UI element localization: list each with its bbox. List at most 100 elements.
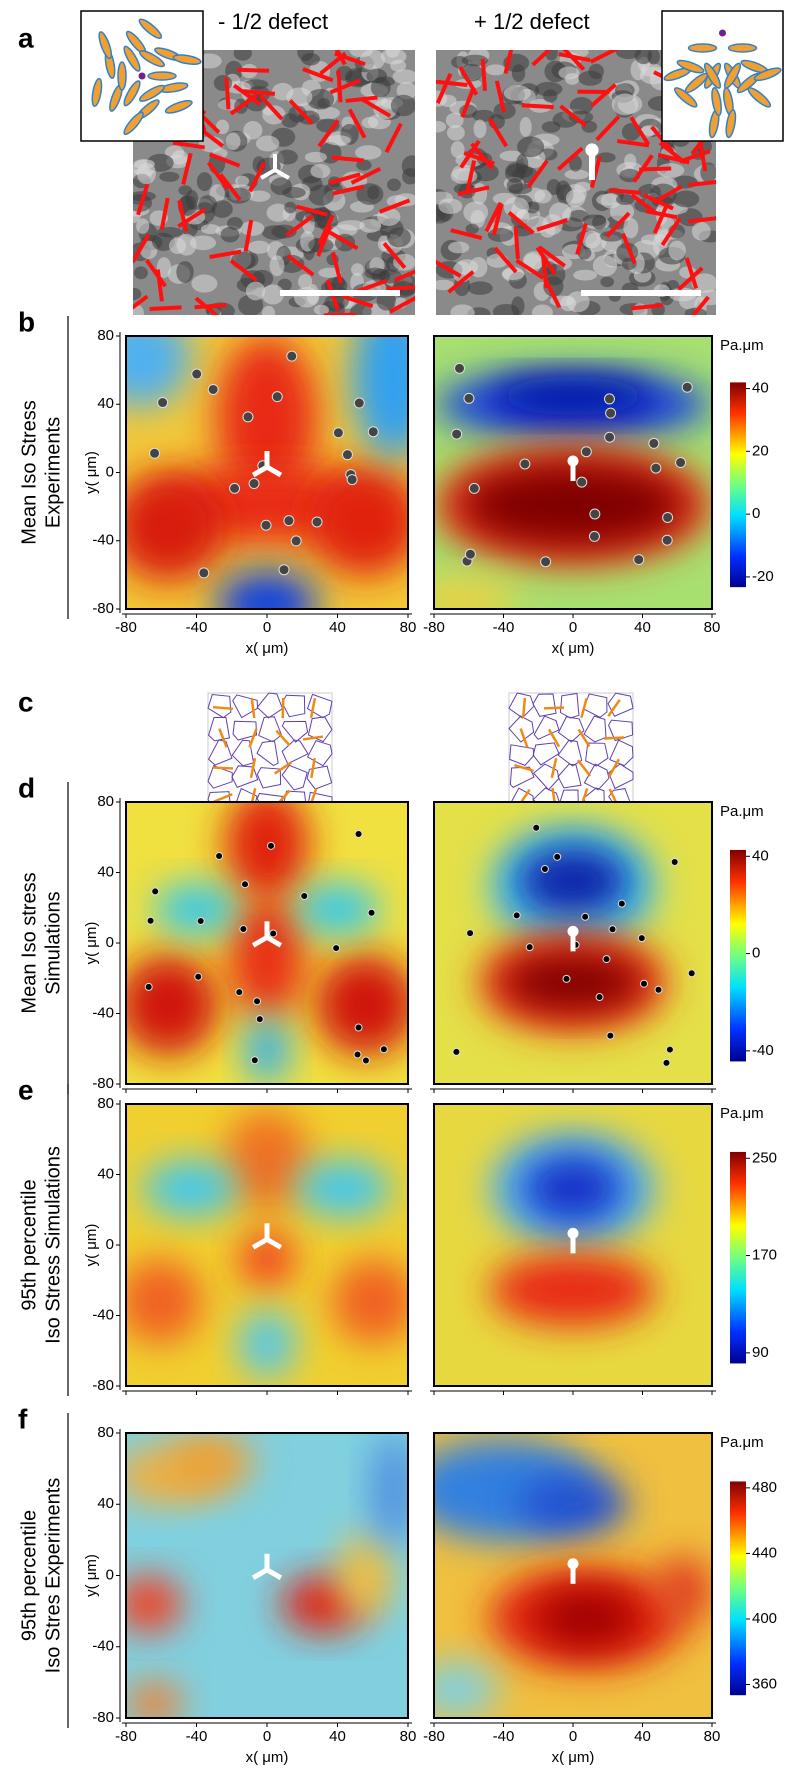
cell — [270, 255, 285, 276]
heat-blob — [115, 1576, 183, 1633]
x-tick-label: -80 — [115, 619, 137, 636]
x-tick-label: 80 — [704, 1728, 721, 1745]
defect-dot — [236, 989, 243, 996]
x-tick-label: 40 — [634, 1728, 651, 1745]
heat-blob — [228, 895, 307, 1019]
director — [237, 70, 269, 71]
panel-label: b — [18, 306, 35, 337]
cell-icon — [148, 72, 176, 80]
x-tick-label: -40 — [186, 619, 208, 636]
defect-dot — [604, 394, 614, 404]
defect-dot — [284, 516, 294, 526]
y-tick-label: 40 — [97, 395, 114, 412]
y-tick-label: 80 — [97, 793, 114, 810]
director — [522, 105, 554, 107]
heat-blob — [517, 847, 628, 915]
y-axis-label: y( μm) — [83, 1554, 100, 1597]
row-label: Iso Stress Simulations — [42, 1146, 64, 1344]
heat-blob — [89, 309, 191, 407]
x-tick-label: 0 — [263, 619, 271, 636]
defect-dot — [649, 438, 659, 448]
defect-dot — [208, 384, 218, 394]
cell — [318, 98, 330, 108]
colorbar — [730, 850, 746, 1061]
cell — [542, 121, 561, 133]
cell — [133, 159, 154, 169]
y-tick-label: -80 — [92, 1377, 114, 1394]
colorbar-tick-label: 0 — [752, 945, 760, 962]
y-tick-label: 0 — [106, 1566, 114, 1583]
defect-dot — [243, 412, 253, 422]
cell — [125, 288, 142, 301]
defect-dot — [333, 428, 343, 438]
defect-dot — [640, 980, 647, 987]
director — [195, 305, 227, 307]
defect-dot — [342, 450, 352, 460]
defect-head — [568, 926, 579, 937]
defect-dot — [655, 986, 662, 993]
heat-blob — [112, 472, 225, 581]
colorbar-tick-label: 170 — [752, 1247, 777, 1264]
defect-dot — [651, 463, 661, 473]
cell — [256, 136, 280, 152]
x-tick-label: 40 — [634, 619, 651, 636]
colorbar — [730, 1481, 746, 1695]
x-tick-label: 80 — [400, 1728, 417, 1745]
defect-dot — [147, 917, 154, 924]
defect-dot — [671, 858, 678, 865]
x-tick-label: -40 — [493, 619, 515, 636]
defect-dot — [291, 536, 301, 546]
colorbar-tick-label: 90 — [752, 1344, 769, 1361]
defect-dot — [638, 935, 645, 942]
heatmap — [406, 1433, 712, 1718]
defect-dot — [355, 1024, 362, 1031]
y-tick-label: 80 — [97, 327, 114, 344]
x-tick-label: 0 — [263, 1728, 271, 1745]
x-tick-label: -80 — [423, 1728, 445, 1745]
y-axis-label: y( μm) — [83, 922, 100, 965]
x-tick-label: -80 — [423, 619, 445, 636]
y-tick-label: -80 — [92, 600, 114, 617]
x-tick-label: -40 — [186, 1728, 208, 1745]
defect-dot — [582, 913, 589, 920]
defect-dot — [150, 448, 160, 458]
panel-title: + 1/2 defect — [474, 9, 590, 34]
director — [609, 190, 641, 193]
x-axis-label: x( μm) — [552, 1749, 595, 1766]
colorbar-unit: Pa.μm — [720, 337, 764, 354]
cell — [692, 222, 711, 241]
cell — [673, 191, 700, 208]
cell — [387, 179, 401, 192]
colorbar — [730, 1152, 746, 1364]
y-tick-label: -80 — [92, 1709, 114, 1726]
sim-arrow — [523, 698, 525, 718]
cell — [566, 189, 585, 207]
defect-dot — [240, 926, 247, 933]
director — [516, 227, 518, 259]
defect-dot — [195, 973, 202, 980]
cell — [197, 172, 212, 191]
x-tick-label: 40 — [329, 619, 346, 636]
defect-dot — [618, 900, 625, 907]
cell — [427, 121, 446, 133]
defect-dot — [354, 398, 364, 408]
defect-dot — [666, 1046, 673, 1053]
heat-blob — [517, 1476, 628, 1533]
defect-dot — [230, 483, 240, 493]
panel-label: f — [18, 1403, 28, 1434]
heat-blob — [126, 1681, 182, 1727]
defect-head — [585, 143, 598, 156]
cell — [282, 187, 305, 198]
heatmap — [112, 1433, 417, 1727]
defect-dot — [607, 1032, 614, 1039]
defect-dot — [634, 555, 644, 565]
cell — [305, 152, 327, 163]
heat-blob — [656, 1556, 712, 1624]
colorbar-tick-label: 360 — [752, 1675, 777, 1692]
defect-dot — [663, 1059, 670, 1066]
defect-dot — [216, 853, 223, 860]
y-tick-label: -80 — [92, 1075, 114, 1092]
defect-dot — [455, 363, 465, 373]
defect-head — [568, 456, 579, 467]
heat-blob — [239, 1310, 295, 1378]
